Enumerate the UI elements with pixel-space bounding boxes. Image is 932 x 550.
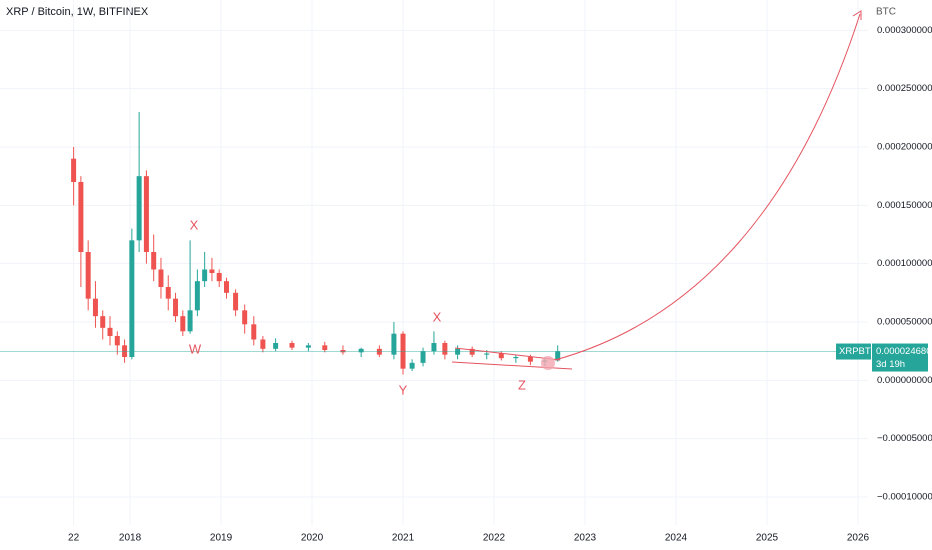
candle-body (305, 345, 311, 348)
candle-body (273, 343, 279, 349)
price-tag (872, 343, 928, 372)
x-tick-label: 2026 (847, 533, 870, 544)
wave-label: X (433, 309, 442, 324)
candle-body (260, 339, 266, 349)
candle-body (233, 292, 239, 311)
y-tick-label: 0.000200000 (877, 142, 932, 153)
candle-body (442, 343, 448, 355)
countdown-label: 3d 19h (876, 359, 905, 370)
chart-title: XRP / Bitcoin, 1W, BITFINEX (6, 6, 149, 18)
projection-arrow (852, 10, 862, 20)
candle-body (173, 298, 179, 317)
candle-body (358, 348, 364, 353)
highlight-circle (541, 356, 555, 370)
candle-body (555, 351, 561, 361)
x-tick-label: 2019 (210, 533, 233, 544)
x-tick-label: 2025 (756, 533, 779, 544)
candle-body (420, 351, 426, 363)
y-tick-label: −0.000100000 (877, 492, 932, 503)
x-tick-label: 2018 (119, 533, 142, 544)
y-tick-label: −0.000050000 (877, 433, 932, 444)
y-tick-label: 0.000050000 (877, 317, 932, 328)
x-tick-label: 2022 (483, 533, 506, 544)
candle-body (136, 176, 142, 241)
candle-body (527, 357, 533, 362)
candle-body (251, 324, 257, 340)
candle-body (92, 298, 98, 317)
y-tick-label: 0.000100000 (877, 258, 932, 269)
candle-body (400, 333, 406, 369)
wave-label: Z (518, 377, 526, 392)
symbol-label: XRPBTC (839, 346, 878, 357)
candle-body (216, 273, 222, 282)
candle-body (223, 281, 229, 293)
wave-label: W (189, 341, 202, 356)
candle-body (143, 176, 149, 252)
candle-body (202, 269, 208, 282)
candle-body (498, 353, 504, 359)
candle-body (289, 343, 295, 348)
y-tick-label: 0.000000000 (877, 375, 932, 386)
candle-body (129, 240, 135, 357)
candle-body (340, 350, 346, 353)
candle-body (78, 182, 84, 252)
candle-body (165, 287, 171, 299)
unit-label: BTC (876, 7, 896, 18)
candle-body (322, 345, 328, 350)
candle-body (187, 310, 193, 332)
symbol-tag (836, 343, 871, 360)
y-tick-label: 0.000300000 (877, 25, 932, 36)
channel-top (454, 347, 561, 361)
candle-body (391, 333, 397, 355)
candle-body (180, 316, 186, 332)
candle-body (151, 252, 157, 270)
x-tick-label: 2023 (574, 533, 597, 544)
candle-body (209, 269, 215, 273)
candle-body (100, 316, 106, 328)
candle-body (85, 252, 91, 299)
projection-curve (554, 13, 861, 361)
candle-body (409, 362, 415, 369)
candle-body (114, 336, 120, 346)
candle-body (513, 357, 519, 359)
candle-body (242, 310, 248, 325)
wave-label: X (190, 217, 199, 232)
candle-body (484, 353, 490, 355)
wave-label: Y (399, 382, 408, 397)
x-tick-label: 2020 (301, 533, 324, 544)
y-tick-label: 0.000150000 (877, 200, 932, 211)
candle-body (158, 269, 164, 287)
last-price-label: 0.000024680 (876, 346, 931, 357)
y-tick-label: 0.000250000 (877, 83, 932, 94)
candle-body (122, 345, 128, 357)
x-tick-label: 2024 (665, 533, 688, 544)
x-tick-label: 22 (68, 533, 80, 544)
candle-body (71, 158, 77, 182)
candle-body (431, 343, 437, 352)
candle-body (107, 327, 113, 336)
x-tick-label: 2021 (392, 533, 415, 544)
candle-body (194, 281, 200, 311)
